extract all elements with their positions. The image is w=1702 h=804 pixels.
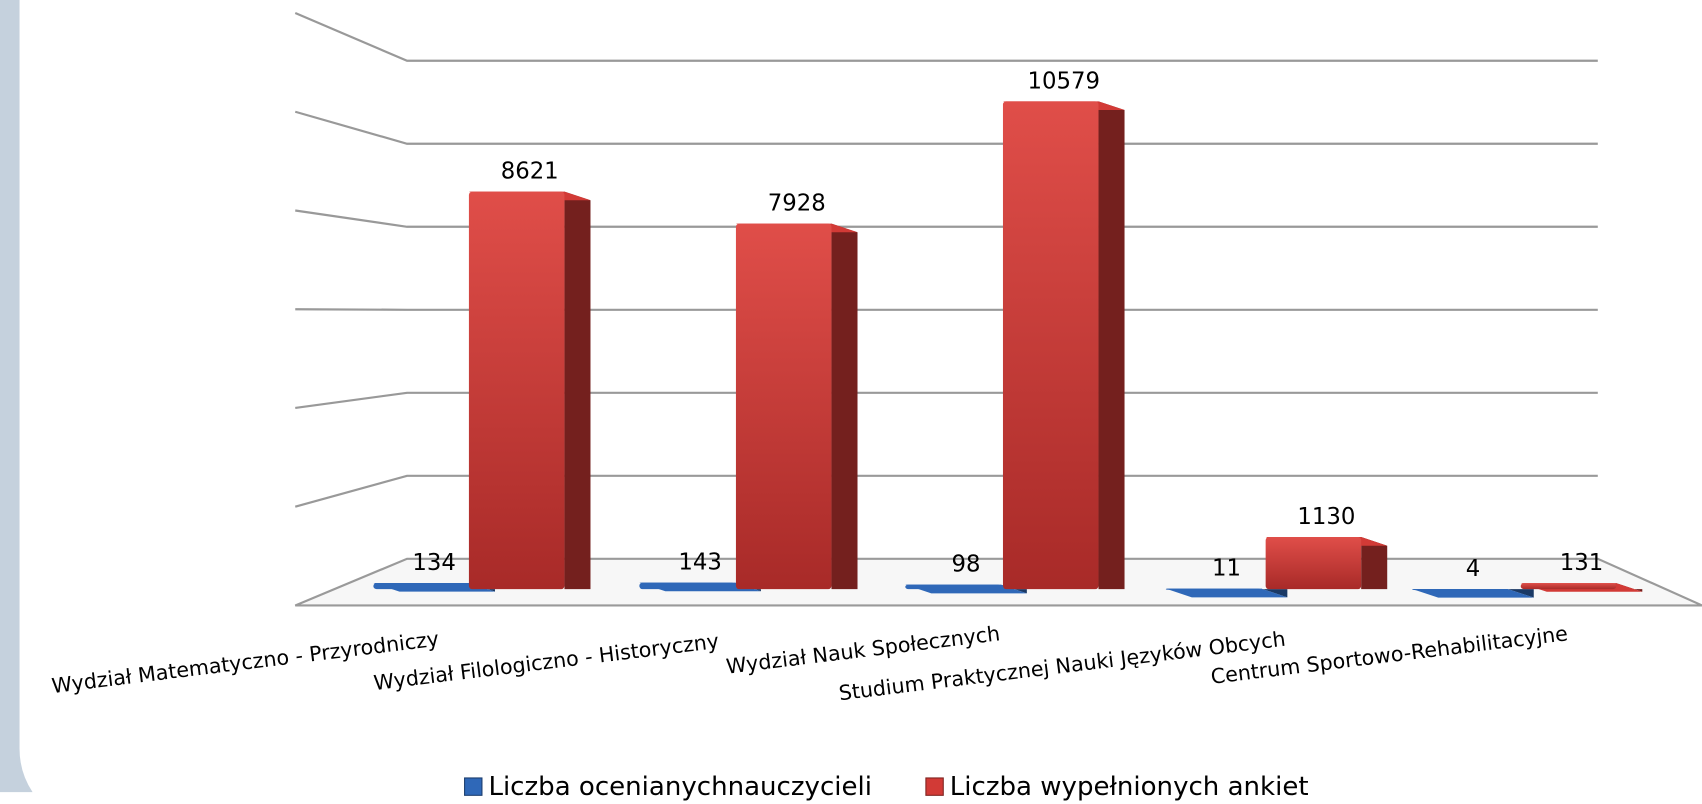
bar-side — [1098, 101, 1125, 590]
value-label: 7928 — [768, 191, 826, 217]
bar-front — [1165, 588, 1262, 590]
bar-front — [735, 223, 832, 590]
grid — [294, 12, 1598, 508]
bar — [735, 223, 858, 590]
grid-line — [294, 12, 1598, 62]
bar — [1002, 101, 1125, 590]
bar-front — [373, 582, 469, 590]
grid-line — [295, 308, 1598, 311]
bar-top — [1412, 588, 1534, 598]
legend-label: Liczba wypełnionych ankiet — [950, 772, 1309, 802]
value-label: 10579 — [1028, 68, 1100, 94]
bar-side — [564, 191, 591, 590]
value-label: 4 — [1466, 556, 1481, 582]
bar-front — [1265, 537, 1362, 590]
bar — [1265, 537, 1388, 590]
bar-top — [1165, 588, 1288, 598]
bar-front — [468, 191, 565, 590]
grid-line — [294, 110, 1598, 145]
value-label: 1130 — [1297, 504, 1355, 530]
legend-label: Liczba ocenianychnauczycieli — [488, 772, 872, 802]
bar — [1412, 588, 1534, 598]
value-label: 98 — [952, 552, 981, 578]
bar — [468, 191, 591, 590]
bar-front — [905, 584, 1001, 590]
value-label: 131 — [1560, 550, 1603, 576]
legend-swatch — [464, 777, 483, 796]
bar-side — [1361, 537, 1388, 590]
bars — [373, 101, 1643, 598]
bar-side — [831, 223, 858, 590]
bar-front — [1520, 583, 1617, 590]
grid-line — [295, 209, 1598, 228]
value-label: 8621 — [501, 159, 559, 185]
value-label: 11 — [1212, 556, 1241, 582]
legend-swatch — [925, 777, 944, 796]
bar — [1520, 583, 1643, 592]
bar — [1165, 588, 1288, 598]
grid-line — [295, 391, 1598, 410]
bar — [373, 582, 495, 592]
grid-line — [294, 474, 1598, 508]
value-label: 143 — [678, 550, 721, 576]
bar-front — [1002, 101, 1099, 590]
value-label: 134 — [412, 550, 455, 576]
frame-border — [0, 0, 33, 793]
bar-front — [1412, 588, 1508, 591]
bar-front — [639, 582, 735, 590]
